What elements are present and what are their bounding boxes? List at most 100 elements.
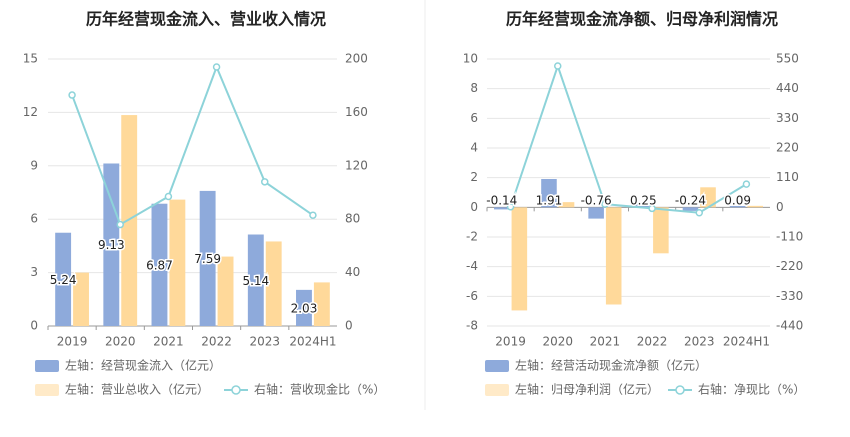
x-axis-tick-label: 2023 [249,335,280,349]
bar [605,207,622,305]
bar [199,190,216,326]
series-line [71,64,314,227]
bar [511,207,528,311]
right-axis-tick-label: -110 [776,230,803,244]
data-label: 2.03 [291,301,318,315]
line-point [695,208,703,217]
right-axis-tick-label: -330 [776,289,803,303]
data-label: -0.76 [581,193,612,207]
right-axis-tick-label: 220 [776,141,799,155]
line-point [261,178,269,186]
left-axis-tick-label: -6 [466,289,478,303]
bar [588,207,604,219]
left-axis-tick-label: 9 [30,158,38,172]
right-axis-tick-label: 440 [776,81,799,95]
bar [103,163,120,326]
left-axis-tick-label: 2 [470,170,478,184]
x-axis-tick-label: 2022 [637,335,668,349]
x-axis-tick-label: 2024H1 [723,335,770,349]
bar [729,205,746,208]
bar [55,232,72,326]
legend-swatch [35,384,59,396]
bar [265,241,282,326]
data-label: -0.24 [675,193,706,207]
legend-label: 左轴：经营现金流入（亿元） [65,358,221,373]
line-point [164,192,173,201]
bar [151,203,168,326]
data-label: 0.09 [724,193,751,207]
left-axis-tick-label: 10 [463,52,478,66]
left-axis-tick-label: 4 [470,141,478,155]
left-axis-tick-label: 0 [470,200,478,214]
left-axis-tick-label: -8 [466,319,478,333]
bar [653,207,669,254]
bar [700,187,716,208]
x-axis-tick-label: 2019 [57,335,88,349]
line-point [309,211,317,219]
line-point [554,62,562,70]
line-point [68,91,76,99]
bar [247,234,264,326]
data-label: 0.25 [630,193,657,207]
legend-swatch [485,384,509,396]
line-point [212,63,221,71]
legend-swatch [485,360,509,372]
legend-swatch-point [231,385,241,395]
bar [217,256,234,326]
x-axis-tick-label: 2021 [153,335,184,349]
line-point [601,200,609,208]
right-axis-tick-label: 0 [345,319,353,333]
bar [296,289,312,326]
right-axis-tick-label: 40 [345,265,360,279]
legend-label: 右轴：净现比（%） [698,382,805,397]
bar [558,202,575,208]
bar [747,205,763,208]
left-axis-tick-label: 15 [23,52,38,66]
legend-label: 右轴：营收现金比（%） [254,382,385,397]
x-axis-tick-label: 2024H1 [289,335,336,349]
left-axis-tick-label: 12 [23,105,38,119]
legend-label: 左轴：营业总收入（亿元） [65,382,209,397]
chart-1: 历年经营现金流入、营业收入情况 0 3 6 9 12 15 0 40 80 120 160 200 201… [23,10,386,397]
x-axis-tick-label: 2023 [684,335,715,349]
left-axis-tick-label: 0 [30,319,38,333]
right-axis-tick-label: -220 [776,259,803,273]
line-point [648,204,656,213]
x-axis-tick-label: 2019 [495,335,526,349]
data-label: 1.91 [536,193,563,207]
data-label: -0.14 [486,193,517,207]
left-axis-tick-label: 6 [470,111,478,125]
data-label: 5.24 [50,273,77,287]
bar [541,179,557,208]
right-axis-tick-label: 330 [776,111,799,125]
bar [635,203,652,208]
left-axis-tick-label: 8 [470,81,478,95]
line-point [116,220,124,229]
right-axis-tick-label: 0 [776,200,784,214]
right-axis-tick-label: 160 [345,105,368,119]
x-axis-tick-label: 2021 [590,335,621,349]
chart-2: 历年经营现金流净额、归母净利润情况 -8 -6 -4 -2 0 2 4 6 8 10 -440 -330… [463,10,806,397]
data-label: 6.87 [146,258,173,272]
bar [169,199,186,326]
right-axis-tick-label: 110 [776,170,799,184]
bar [73,272,89,326]
left-axis-tick-label: 3 [30,265,38,279]
right-axis-tick-label: 200 [345,52,368,66]
x-axis-tick-label: 2022 [201,335,232,349]
right-axis-tick-label: 80 [345,212,360,226]
data-label: 9.13 [98,238,125,252]
left-axis-tick-label: 6 [30,212,38,226]
line-point [506,203,515,211]
x-axis-tick-label: 2020 [542,335,573,349]
legend-swatch [35,360,59,372]
legend-label: 左轴：经营活动现金流净额（亿元） [515,358,707,373]
right-axis-tick-label: -440 [776,319,803,333]
left-axis-tick-label: -4 [466,259,478,273]
chart-title: 历年经营现金流入、营业收入情况 [86,10,326,29]
bar [494,207,510,210]
line-point [742,180,751,188]
bar [682,207,699,211]
